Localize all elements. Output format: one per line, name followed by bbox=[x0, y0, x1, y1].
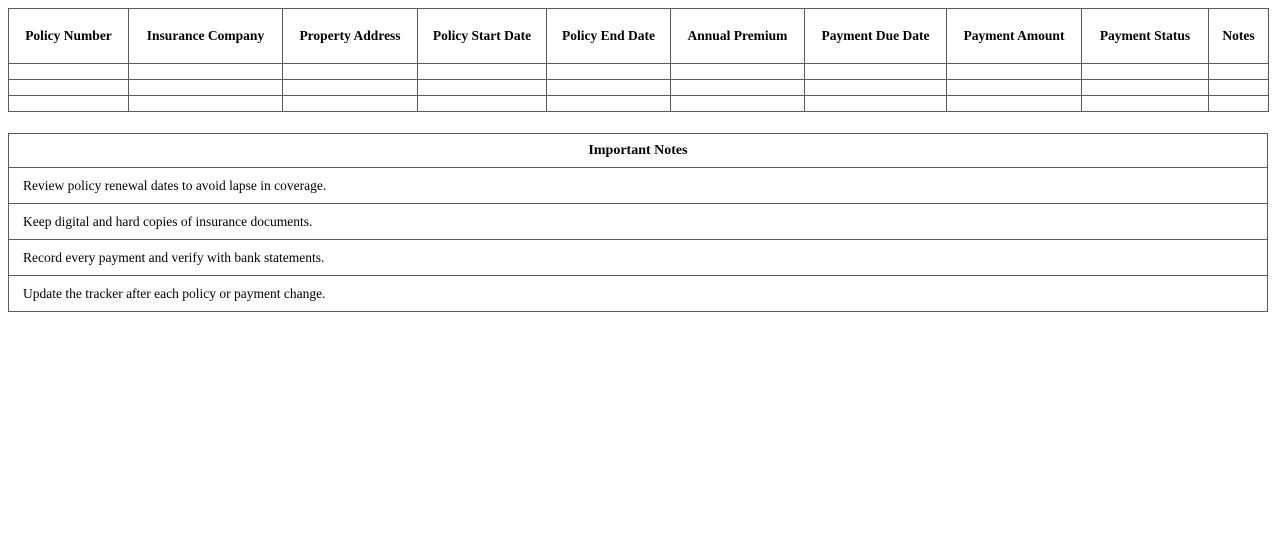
empty-cell[interactable] bbox=[8, 63, 129, 80]
header-payment-status: Payment Status bbox=[1081, 8, 1209, 64]
important-notes-table: Important Notes Review policy renewal da… bbox=[8, 133, 1268, 312]
empty-cell[interactable] bbox=[804, 63, 947, 80]
empty-cell[interactable] bbox=[1208, 63, 1269, 80]
important-notes-title: Important Notes bbox=[8, 133, 1268, 168]
note-text: Record every payment and verify with ban… bbox=[8, 239, 1268, 276]
notes-table-body: Review policy renewal dates to avoid lap… bbox=[8, 167, 1268, 312]
policy-empty-row bbox=[8, 63, 1269, 80]
header-policy-end-date: Policy End Date bbox=[546, 8, 671, 64]
header-payment-amount: Payment Amount bbox=[946, 8, 1082, 64]
note-row: Record every payment and verify with ban… bbox=[8, 239, 1268, 276]
empty-cell[interactable] bbox=[670, 95, 805, 112]
policy-table-body bbox=[8, 63, 1269, 112]
notes-table-header-row: Important Notes bbox=[8, 133, 1268, 168]
empty-cell[interactable] bbox=[804, 79, 947, 96]
empty-cell[interactable] bbox=[417, 95, 547, 112]
empty-cell[interactable] bbox=[128, 63, 283, 80]
empty-cell[interactable] bbox=[417, 63, 547, 80]
empty-cell[interactable] bbox=[1081, 95, 1209, 112]
empty-cell[interactable] bbox=[128, 95, 283, 112]
empty-cell[interactable] bbox=[8, 79, 129, 96]
empty-cell[interactable] bbox=[946, 63, 1082, 80]
note-text: Keep digital and hard copies of insuranc… bbox=[8, 203, 1268, 240]
header-insurance-company: Insurance Company bbox=[128, 8, 283, 64]
empty-cell[interactable] bbox=[546, 79, 671, 96]
empty-cell[interactable] bbox=[546, 95, 671, 112]
empty-cell[interactable] bbox=[546, 63, 671, 80]
policy-empty-row bbox=[8, 95, 1269, 112]
empty-cell[interactable] bbox=[804, 95, 947, 112]
header-notes: Notes bbox=[1208, 8, 1269, 64]
note-text: Update the tracker after each policy or … bbox=[8, 275, 1268, 312]
empty-cell[interactable] bbox=[8, 95, 129, 112]
empty-cell[interactable] bbox=[1081, 79, 1209, 96]
header-annual-premium: Annual Premium bbox=[670, 8, 805, 64]
note-row: Update the tracker after each policy or … bbox=[8, 275, 1268, 312]
header-property-address: Property Address bbox=[282, 8, 418, 64]
policy-table-header-row: Policy Number Insurance Company Property… bbox=[8, 8, 1269, 64]
header-payment-due-date: Payment Due Date bbox=[804, 8, 947, 64]
empty-cell[interactable] bbox=[670, 79, 805, 96]
empty-cell[interactable] bbox=[1208, 95, 1269, 112]
header-policy-number: Policy Number bbox=[8, 8, 129, 64]
note-row: Keep digital and hard copies of insuranc… bbox=[8, 203, 1268, 240]
empty-cell[interactable] bbox=[946, 79, 1082, 96]
empty-cell[interactable] bbox=[946, 95, 1082, 112]
empty-cell[interactable] bbox=[670, 63, 805, 80]
empty-cell[interactable] bbox=[282, 95, 418, 112]
empty-cell[interactable] bbox=[417, 79, 547, 96]
empty-cell[interactable] bbox=[282, 79, 418, 96]
empty-cell[interactable] bbox=[1208, 79, 1269, 96]
policy-empty-row bbox=[8, 79, 1269, 96]
empty-cell[interactable] bbox=[1081, 63, 1209, 80]
empty-cell[interactable] bbox=[128, 79, 283, 96]
header-policy-start-date: Policy Start Date bbox=[417, 8, 547, 64]
empty-cell[interactable] bbox=[282, 63, 418, 80]
note-row: Review policy renewal dates to avoid lap… bbox=[8, 167, 1268, 204]
policy-tracker-table: Policy Number Insurance Company Property… bbox=[8, 8, 1269, 112]
note-text: Review policy renewal dates to avoid lap… bbox=[8, 167, 1268, 204]
